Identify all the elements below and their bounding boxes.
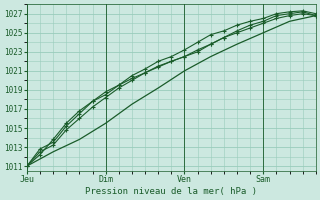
X-axis label: Pression niveau de la mer( hPa ): Pression niveau de la mer( hPa ) <box>85 187 257 196</box>
